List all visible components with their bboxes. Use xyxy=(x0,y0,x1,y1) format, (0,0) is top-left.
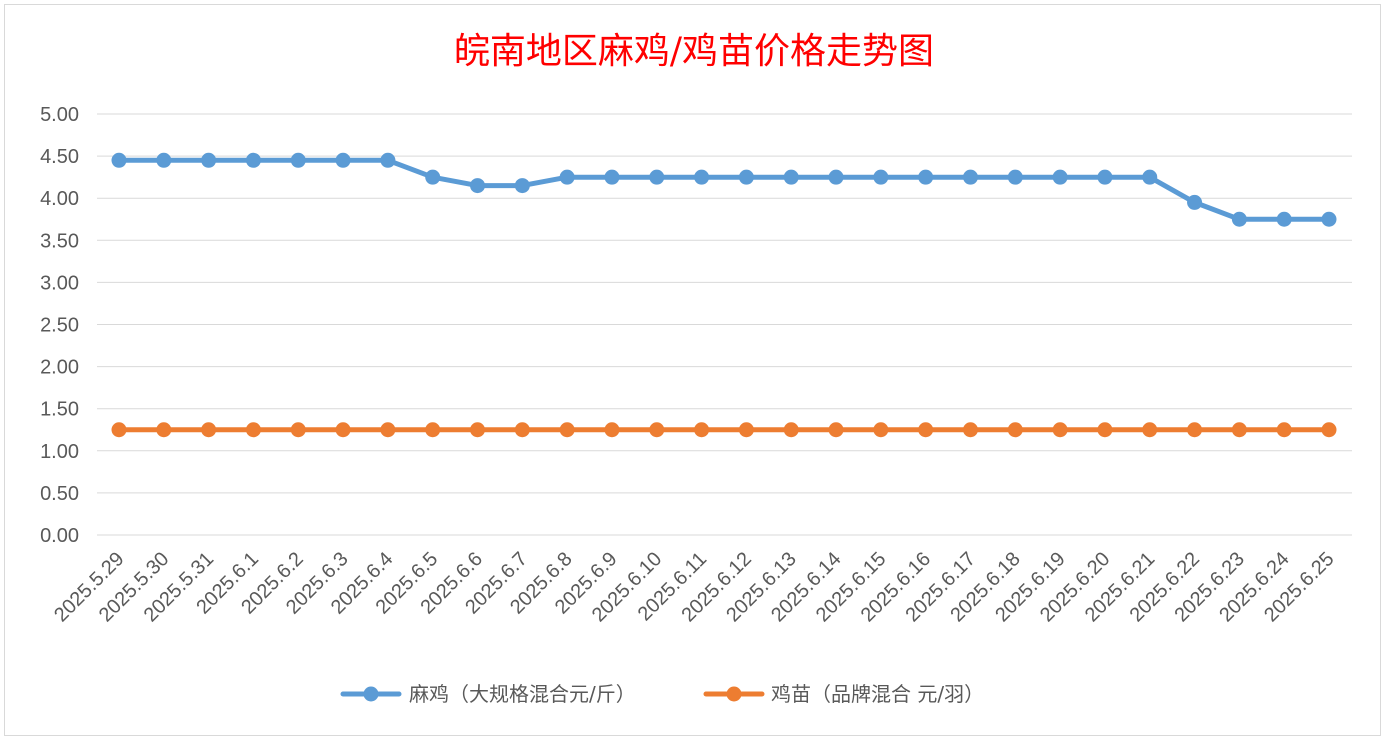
y-tick-label: 0.50 xyxy=(40,483,79,505)
data-point xyxy=(783,422,799,438)
data-point xyxy=(290,152,306,168)
data-point xyxy=(290,422,306,438)
data-point xyxy=(380,152,396,168)
data-point xyxy=(1142,422,1158,438)
grid-lines xyxy=(97,113,1352,536)
data-point xyxy=(245,152,261,168)
data-point xyxy=(1007,169,1023,185)
data-point xyxy=(604,169,620,185)
legend: 麻鸡（大规格混合元/斤） 鸡苗（品牌混合 元/羽） xyxy=(340,682,984,706)
data-point xyxy=(380,422,396,438)
y-tick-label: 0.00 xyxy=(40,525,79,547)
chart-title: 皖南地区麻鸡/鸡苗价格走势图 xyxy=(454,31,934,72)
data-point xyxy=(559,169,575,185)
data-point xyxy=(1231,211,1247,227)
data-point xyxy=(559,422,575,438)
data-point xyxy=(1097,169,1113,185)
series-1 xyxy=(111,152,1337,227)
data-point xyxy=(918,169,934,185)
data-point xyxy=(962,169,978,185)
chart-frame xyxy=(4,4,1381,736)
data-point xyxy=(201,152,217,168)
data-point xyxy=(873,422,889,438)
data-point xyxy=(1187,422,1203,438)
y-tick-label: 2.00 xyxy=(40,357,79,379)
legend-label: 麻鸡（大规格混合元/斤） xyxy=(409,682,636,706)
data-point xyxy=(514,178,530,194)
data-point xyxy=(1276,422,1292,438)
data-point xyxy=(1142,169,1158,185)
data-point xyxy=(1321,211,1337,227)
data-point xyxy=(425,169,441,185)
data-point xyxy=(1052,422,1068,438)
y-tick-label: 4.50 xyxy=(40,146,79,168)
x-axis-ticks: 2025.5.292025.5.302025.5.312025.6.12025.… xyxy=(50,548,1338,626)
data-point xyxy=(470,422,486,438)
data-point xyxy=(918,422,934,438)
data-point xyxy=(425,422,441,438)
data-point xyxy=(1231,422,1247,438)
data-point xyxy=(1321,422,1337,438)
y-tick-label: 2.50 xyxy=(40,315,79,337)
data-point xyxy=(1097,422,1113,438)
data-point xyxy=(335,422,351,438)
data-point xyxy=(111,422,127,438)
data-point xyxy=(694,169,710,185)
series-2 xyxy=(111,422,1337,438)
legend-item-1: 麻鸡（大规格混合元/斤） xyxy=(340,682,636,706)
data-point xyxy=(1187,194,1203,210)
data-point xyxy=(201,422,217,438)
data-point xyxy=(962,422,978,438)
data-point xyxy=(738,422,754,438)
data-point xyxy=(1052,169,1068,185)
data-point xyxy=(828,169,844,185)
legend-swatch-marker xyxy=(363,686,379,702)
data-point xyxy=(649,422,665,438)
data-point xyxy=(1276,211,1292,227)
y-tick-label: 3.50 xyxy=(40,230,79,252)
y-tick-label: 1.00 xyxy=(40,441,79,463)
data-point xyxy=(335,152,351,168)
data-point xyxy=(604,422,620,438)
y-axis-ticks: 0.00 0.50 1.00 1.50 2.00 2.50 3.00 3.50 4.00 4.50… xyxy=(40,104,79,547)
y-tick-label: 5.00 xyxy=(40,104,79,126)
data-point xyxy=(1007,422,1023,438)
y-tick-label: 3.00 xyxy=(40,272,79,294)
data-point xyxy=(873,169,889,185)
series-layer xyxy=(111,152,1337,438)
data-point xyxy=(156,152,172,168)
data-point xyxy=(649,169,665,185)
data-point xyxy=(156,422,172,438)
data-point xyxy=(694,422,710,438)
data-point xyxy=(514,422,530,438)
data-point xyxy=(828,422,844,438)
data-point xyxy=(738,169,754,185)
legend-swatch-marker xyxy=(726,686,742,702)
data-point xyxy=(783,169,799,185)
y-tick-label: 4.00 xyxy=(40,188,79,210)
data-point xyxy=(470,178,486,194)
data-point xyxy=(111,152,127,168)
data-point xyxy=(245,422,261,438)
legend-item-2: 鸡苗（品牌混合 元/羽） xyxy=(703,682,984,706)
y-tick-label: 1.50 xyxy=(40,399,79,421)
legend-label: 鸡苗（品牌混合 元/羽） xyxy=(771,682,984,706)
series-line xyxy=(116,157,1332,222)
